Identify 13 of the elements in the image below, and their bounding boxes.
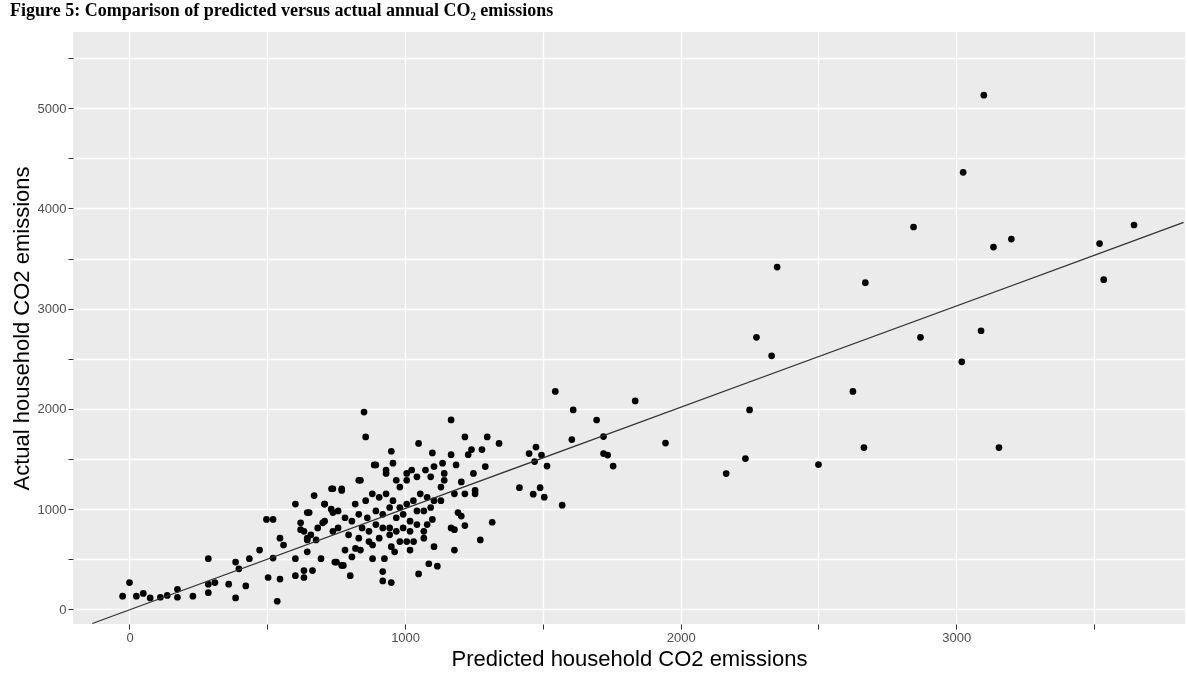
y-tick-label: 0 [59, 601, 67, 617]
y-tick-label: 5000 [37, 100, 67, 116]
y-tick-label: 4000 [37, 200, 67, 216]
y-tick-label: 2000 [37, 401, 67, 417]
y-tick-label: 3000 [37, 301, 67, 317]
x-axis-title: Predicted household CO2 emissions [451, 645, 808, 671]
x-tick-label: 1000 [391, 629, 421, 645]
x-tick-label: 0 [126, 629, 134, 645]
chart-title: Figure 5: Comparison of predicted versus actual annual CO₂ emissions [10, 0, 554, 20]
y-tick-label: 1000 [37, 501, 67, 517]
x-tick-label: 3000 [942, 629, 972, 645]
y-axis-title: Actual household CO2 emissions [8, 166, 34, 491]
x-tick-label: 2000 [666, 629, 696, 645]
